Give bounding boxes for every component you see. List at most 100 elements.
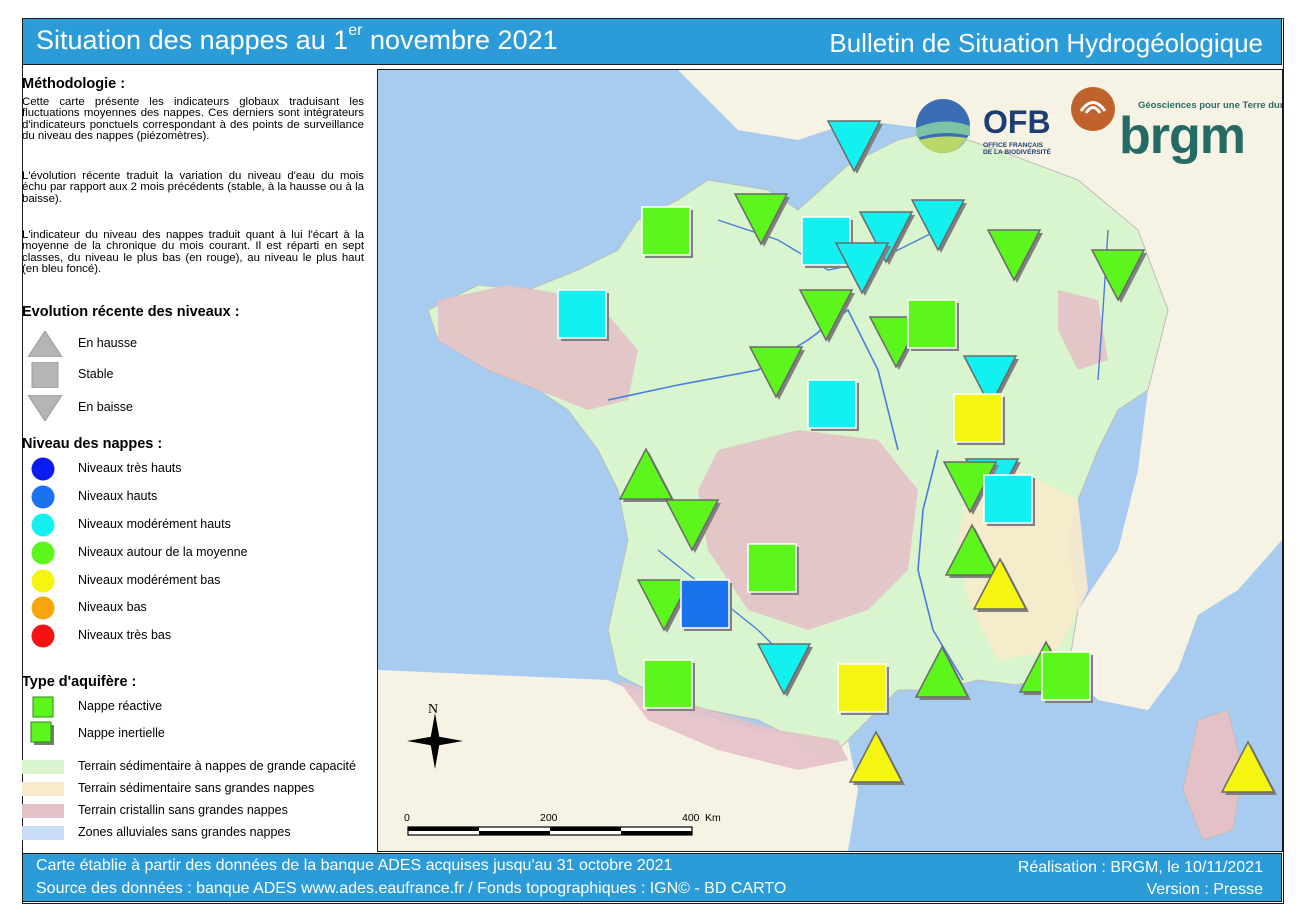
legend-label: Zones alluviales sans grandes nappes [78, 825, 291, 839]
legend-label: Nappe réactive [78, 699, 163, 713]
legend-label: Niveaux modérément hauts [78, 517, 231, 531]
corsica [1182, 709, 1244, 841]
legend-label: En baisse [78, 400, 133, 414]
legend-zone-2: Terrain sédimentaire sans grandes nappes [22, 780, 372, 806]
brgm-wordmark: brgm [1119, 107, 1246, 165]
legend-label: Nappe inertielle [78, 726, 165, 740]
legend-label: Niveaux hauts [78, 489, 158, 503]
legend-zone-4: Zones alluviales sans grandes nappes [22, 824, 372, 850]
footer-source-line-2: Source des données : banque ADES www.ade… [36, 880, 787, 897]
aquifer-marker-square [807, 379, 859, 431]
legend-label: Stable [78, 367, 114, 381]
legend-aquifer-reactive: Nappe réactive [22, 694, 372, 720]
aquifer-marker-square [837, 663, 889, 715]
page-title: Situation des nappes au 1er novembre 202… [36, 22, 558, 55]
spain-land [378, 670, 858, 851]
aquifer-marker-square [680, 579, 732, 631]
zone-swatch [22, 826, 64, 840]
aquifer-marker-up [1220, 740, 1277, 795]
scale-label-400: 400 [682, 812, 700, 824]
aquifer-marker-up [618, 447, 675, 502]
north-label: N [428, 702, 439, 717]
ofb-logo-icon [916, 99, 970, 153]
legend-zone-1: Terrain sédimentaire à nappes de grande … [22, 758, 372, 784]
legend-label: Terrain sédimentaire sans grandes nappes [78, 781, 315, 795]
up-triangle-icon [27, 331, 63, 357]
aquifer-marker-down [798, 289, 855, 343]
aquifer-marker-down [962, 355, 1019, 409]
legend-level-item: Niveaux autour de la moyenne [22, 540, 372, 566]
legend-label: Niveaux très bas [78, 628, 172, 642]
ofb-wordmark: OFB [983, 104, 1051, 140]
zone-swatch [22, 804, 64, 818]
aquifer-marker-down [748, 346, 805, 400]
aquifer-marker-square [983, 474, 1035, 526]
loire-river [607, 308, 899, 451]
legend-level-item: Niveaux très bas [22, 623, 372, 649]
footer-source-line-1: Carte établie à partir des données de la… [36, 857, 673, 874]
aquifer-title: Type d'aquifère : [22, 674, 137, 690]
aquifer-marker-up [914, 645, 971, 700]
france-map [378, 70, 1282, 851]
map-panel: N 0 200 400 Km OFB OFFICE FRANÇAIS DE LA … [377, 69, 1283, 852]
legend-level-item: Niveaux modérément bas [22, 568, 372, 594]
north-arrow-icon [407, 713, 463, 769]
legend-label: Niveaux modérément bas [78, 573, 221, 587]
legend-label: En hausse [78, 336, 138, 350]
footer-banner: Carte établie à partir des données de la… [22, 853, 1282, 902]
aquifer-marker-square [643, 659, 695, 711]
vosges [1058, 290, 1108, 370]
scale-label-200: 200 [540, 812, 558, 824]
aquifer-marker-down [1090, 249, 1147, 303]
legend-label: Niveaux autour de la moyenne [78, 545, 248, 559]
footer-version: Version : Presse [1146, 881, 1264, 898]
brgm-logo-icon [1071, 87, 1115, 131]
aquifer-marker-square [1041, 651, 1093, 703]
aquifer-marker-down [636, 579, 693, 633]
legend-level-item: Niveaux modérément hauts [22, 512, 372, 538]
inertial-aquifer-icon [30, 721, 54, 745]
aquifer-marker-down [910, 199, 967, 253]
legend-label: Terrain sédimentaire à nappes de grande … [78, 759, 356, 773]
legend-evolution-up: En hausse [22, 331, 372, 357]
aquifer-marker-up [944, 523, 1001, 578]
aquifer-marker-down [986, 229, 1043, 283]
level-dot-icon [31, 485, 55, 509]
evolution-title: Evolution récente des niveaux : [22, 304, 240, 320]
aquifer-marker-down [834, 242, 891, 296]
square-icon [31, 362, 59, 388]
zone-swatch [22, 760, 64, 774]
level-dot-icon [31, 569, 55, 593]
aquifer-marker-up [972, 557, 1029, 612]
aquifer-marker-square [557, 289, 609, 341]
methodology-title: Méthodologie : [22, 76, 126, 92]
aquifer-marker-square [907, 299, 959, 351]
legend-evolution-stable: Stable [22, 362, 372, 388]
level-title: Niveau des nappes : [22, 436, 163, 452]
legend-level-item: Niveaux très hauts [22, 456, 372, 482]
methodology-paragraph-3: L'indicateur du niveau des nappes tradui… [22, 229, 364, 276]
aquifer-marker-down [664, 499, 721, 553]
zone-swatch [22, 782, 64, 796]
footer-credit: Réalisation : BRGM, le 10/11/2021 [1017, 859, 1263, 876]
aquifer-marker-up [848, 730, 905, 785]
methodology-paragraph-2: L'évolution récente traduit la variation… [22, 170, 364, 205]
legend-label: Terrain cristallin sans grandes nappes [78, 803, 288, 817]
neighbouring-countries [678, 70, 1282, 710]
header-banner: Situation des nappes au 1er novembre 202… [22, 18, 1282, 65]
legend-aquifer-inertial: Nappe inertielle [22, 721, 372, 747]
level-dot-icon [31, 457, 55, 481]
scale-label-km: Km [705, 812, 721, 824]
methodology-paragraph-1: Cette carte présente les indicateurs glo… [22, 96, 364, 143]
aquifer-marker-down [858, 211, 915, 265]
aquifer-marker-square [641, 206, 693, 258]
level-dot-icon [31, 541, 55, 565]
legend-level-item: Niveaux hauts [22, 484, 372, 510]
scale-label-0: 0 [404, 812, 410, 824]
legend-level-item: Niveaux bas [22, 595, 372, 621]
aquifer-marker-down [733, 193, 790, 247]
legend-label: Niveaux très hauts [78, 461, 182, 475]
partner-logos: OFB OFFICE FRANÇAIS DE LA BIODIVERSITÉ Gé… [913, 87, 1282, 174]
down-triangle-icon [27, 395, 63, 421]
ofb-subtitle: OFFICE FRANÇAIS DE LA BIODIVERSITÉ [983, 142, 1051, 156]
